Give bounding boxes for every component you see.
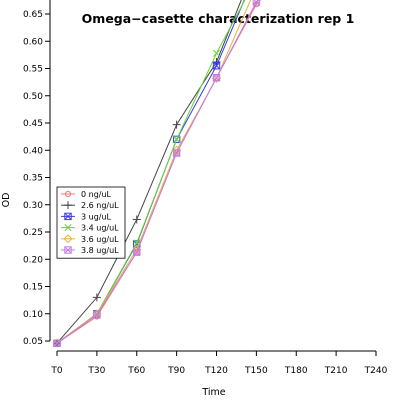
data-point bbox=[211, 73, 222, 83]
chart-title: Omega−casette characterization rep 1 bbox=[82, 11, 355, 26]
legend-swatch-marker bbox=[63, 234, 73, 244]
series-5 bbox=[52, 0, 252, 348]
data-point bbox=[252, 0, 261, 6]
data-point bbox=[53, 339, 61, 347]
y-tick-label: 0.60 bbox=[23, 37, 43, 47]
y-tick-label: 0.65 bbox=[23, 10, 43, 20]
y-tick-label: 0.15 bbox=[23, 283, 43, 293]
legend-label: 3.8 ug/uL bbox=[81, 246, 119, 255]
x-tick-label: T240 bbox=[364, 366, 388, 376]
x-tick-label: T60 bbox=[127, 366, 145, 376]
series-line bbox=[56, 0, 252, 344]
series-line bbox=[56, 0, 259, 344]
x-tick-label: T120 bbox=[204, 366, 228, 376]
x-tick-label: T210 bbox=[324, 366, 348, 376]
legend-swatch-marker bbox=[64, 190, 72, 198]
legend-label: 3 ug/uL bbox=[81, 212, 112, 221]
legend-label: 2.6 ng/uL bbox=[81, 201, 119, 210]
series-2 bbox=[53, 0, 242, 348]
legend-swatch-marker bbox=[64, 201, 72, 210]
legend-swatch-marker bbox=[64, 212, 72, 221]
data-point bbox=[172, 120, 181, 129]
y-axis-label: OD bbox=[1, 193, 12, 208]
legend-label: 3.4 ug/uL bbox=[81, 224, 119, 233]
data-point bbox=[92, 293, 101, 302]
series-1 bbox=[53, 0, 260, 347]
y-tick-label: 0.25 bbox=[23, 228, 43, 238]
legend-label: 3.6 ug/uL bbox=[81, 235, 119, 244]
data-point bbox=[132, 215, 141, 224]
data-point bbox=[173, 135, 181, 143]
data-point bbox=[172, 149, 181, 157]
legend-label: 0 ng/uL bbox=[81, 190, 112, 199]
x-tick-label: T150 bbox=[244, 366, 268, 376]
axes: 0.05 0.10 0.15 0.20 0.25 0.30 0.35 0.40 0.45 0.50… bbox=[23, 0, 388, 376]
series-line bbox=[56, 0, 262, 344]
data-point bbox=[93, 311, 101, 319]
legend-swatch-marker bbox=[64, 224, 72, 232]
series-line bbox=[56, 0, 242, 344]
legend-swatch-marker bbox=[64, 246, 72, 254]
data-point bbox=[133, 248, 141, 256]
series-layer bbox=[52, 0, 262, 348]
x-tick-label: T180 bbox=[284, 366, 308, 376]
data-point bbox=[212, 74, 221, 82]
y-tick-label: 0.40 bbox=[23, 146, 43, 156]
x-axis-label: Time bbox=[201, 387, 225, 398]
series-6 bbox=[53, 0, 262, 347]
series-4 bbox=[53, 0, 246, 347]
y-tick-label: 0.20 bbox=[23, 255, 43, 265]
y-tick-label: 0.45 bbox=[23, 119, 43, 129]
x-tick-label: T90 bbox=[167, 366, 185, 376]
y-tick-label: 0.30 bbox=[23, 201, 43, 211]
y-tick-label: 0.05 bbox=[23, 337, 43, 347]
data-point bbox=[212, 49, 221, 57]
y-tick-label: 0.35 bbox=[23, 174, 43, 184]
y-tick-label: 0.10 bbox=[23, 310, 43, 320]
series-line bbox=[56, 0, 246, 344]
x-tick-label: T0 bbox=[50, 366, 62, 376]
y-tick-label: 0.50 bbox=[23, 92, 43, 102]
series-line bbox=[56, 0, 245, 344]
series-3 bbox=[53, 0, 245, 347]
x-tick-label: T30 bbox=[87, 366, 105, 376]
legend: 0 ng/uL 2.6 ng/uL 3 ug/uL 3.4 ug/uL 3.6 ug/u… bbox=[56, 186, 126, 259]
data-point bbox=[212, 62, 221, 70]
data-point bbox=[132, 244, 142, 254]
y-tick-label: 0.55 bbox=[23, 65, 43, 75]
